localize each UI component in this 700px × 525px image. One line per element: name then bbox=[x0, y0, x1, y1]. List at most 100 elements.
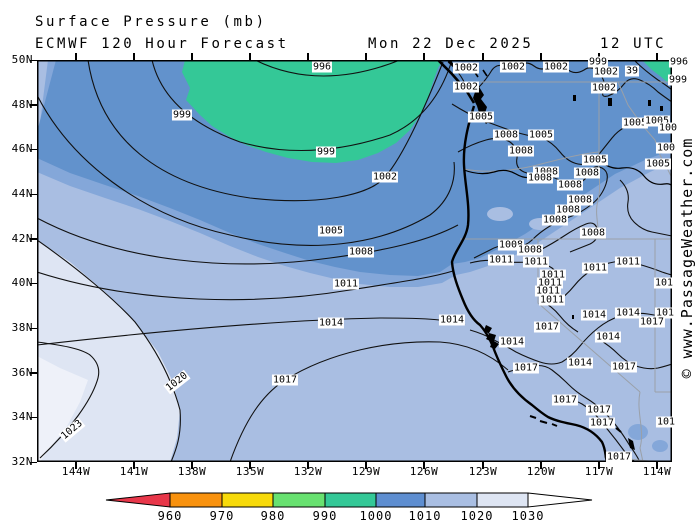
colorbar-band bbox=[424, 492, 478, 508]
colorbar bbox=[105, 492, 593, 508]
contour-label: 1014 bbox=[438, 314, 466, 326]
lat-tick bbox=[30, 238, 37, 240]
contour-label: 1011 bbox=[522, 256, 550, 268]
colorbar-value: 1020 bbox=[460, 509, 494, 523]
contour-label: 1017 bbox=[638, 316, 666, 328]
contour-label: 1014 bbox=[594, 331, 622, 343]
colorbar-band bbox=[476, 492, 529, 508]
lon-tick bbox=[482, 462, 484, 469]
lon-tick bbox=[191, 462, 193, 469]
colorbar-value: 980 bbox=[260, 509, 286, 523]
colorbar-band bbox=[169, 492, 223, 508]
contour-label: 1002 bbox=[592, 66, 620, 78]
lon-tick bbox=[598, 462, 600, 469]
map-border bbox=[37, 60, 672, 462]
contour-label: 996 bbox=[668, 56, 690, 68]
lat-label: 36N bbox=[11, 365, 33, 379]
lat-tick bbox=[30, 327, 37, 329]
lon-tick bbox=[249, 462, 251, 469]
forecast-model: ECMWF 120 Hour Forecast bbox=[35, 36, 289, 52]
contour-label: 1002 bbox=[590, 82, 618, 94]
contour-label: 1005 bbox=[581, 154, 609, 166]
colorbar-arrow-left bbox=[105, 492, 171, 508]
contour-label: 1008 bbox=[573, 167, 601, 179]
contour-label: 996 bbox=[311, 61, 333, 73]
lon-tick bbox=[540, 53, 542, 60]
contour-label: 1008 bbox=[556, 179, 584, 191]
contour-label: 1017 bbox=[588, 417, 616, 429]
contour-label: 39 bbox=[624, 65, 640, 77]
contour-label: 999 bbox=[171, 109, 193, 121]
contour-label: 1017 bbox=[610, 361, 638, 373]
forecast-date: Mon 22 Dec 2025 bbox=[368, 36, 534, 52]
contour-label: 101 bbox=[654, 307, 676, 319]
contour-label: 1017 bbox=[271, 374, 299, 386]
lat-tick bbox=[30, 193, 37, 195]
colorbar-band bbox=[272, 492, 326, 508]
lon-tick bbox=[307, 462, 309, 469]
contour-label: 1017 bbox=[512, 362, 540, 374]
contour-label: 1014 bbox=[614, 307, 642, 319]
contour-label: 1002 bbox=[371, 171, 399, 183]
contour-label: 1005 bbox=[527, 129, 555, 141]
contour-label: 1008 bbox=[507, 145, 535, 157]
lon-tick bbox=[423, 462, 425, 469]
lon-tick bbox=[656, 462, 658, 469]
contour-label: 1002 bbox=[499, 61, 527, 73]
contour-label: 1014 bbox=[317, 317, 345, 329]
colorbar-value: 960 bbox=[157, 509, 183, 523]
contour-label: 999 bbox=[667, 74, 689, 86]
contour-label: 1014 bbox=[566, 357, 594, 369]
contour-label: 1014 bbox=[498, 336, 526, 348]
lon-tick bbox=[540, 462, 542, 469]
contour-label: 1008 bbox=[566, 194, 594, 206]
colorbar-band bbox=[221, 492, 274, 508]
lon-label: 123W bbox=[468, 465, 498, 478]
lon-tick bbox=[656, 53, 658, 60]
lon-label: 138W bbox=[177, 465, 207, 478]
contour-label: 1011 bbox=[332, 278, 360, 290]
lat-tick bbox=[30, 104, 37, 106]
contour-label: 1017 bbox=[533, 321, 561, 333]
lat-label: 38N bbox=[11, 321, 33, 334]
lat-tick bbox=[30, 282, 37, 285]
lon-label: 141W bbox=[119, 465, 149, 478]
lat-tick bbox=[30, 461, 37, 463]
contour-label: 100 bbox=[655, 142, 677, 154]
contour-label: 1008 bbox=[532, 166, 560, 178]
contour-label: 1002 bbox=[452, 81, 480, 93]
colorbar-band bbox=[375, 492, 426, 508]
colorbar-value: 1030 bbox=[511, 509, 545, 523]
colorbar-value: 1010 bbox=[408, 509, 442, 523]
contour-label: 1005 bbox=[643, 115, 671, 127]
lat-tick bbox=[30, 148, 37, 151]
lon-tick bbox=[133, 462, 135, 469]
lon-tick bbox=[365, 53, 367, 60]
lon-tick bbox=[365, 462, 367, 469]
lon-tick bbox=[423, 53, 425, 60]
colorbar-value: 970 bbox=[209, 509, 235, 523]
contour-label: 1008 bbox=[516, 244, 544, 256]
colorbar-band bbox=[324, 492, 377, 508]
lon-tick bbox=[307, 53, 309, 60]
lon-label: 135W bbox=[235, 465, 265, 478]
lon-tick bbox=[249, 53, 251, 60]
contour-label: 101 bbox=[655, 416, 677, 428]
lat-tick bbox=[30, 372, 37, 374]
lon-tick bbox=[482, 53, 484, 60]
contour-label: 1017 bbox=[605, 451, 633, 463]
contour-label: 1017 bbox=[585, 404, 613, 416]
contour-label: 100 bbox=[657, 122, 679, 134]
lon-label: 144W bbox=[61, 465, 91, 478]
colorbar-value: 990 bbox=[312, 509, 338, 523]
contour-label: 1014 bbox=[580, 309, 608, 321]
lat-label: 34N bbox=[11, 410, 33, 424]
contour-label: 1002 bbox=[542, 61, 570, 73]
lat-label: 42N bbox=[11, 231, 33, 245]
lat-label: 44N bbox=[11, 187, 33, 200]
lat-label: 48N bbox=[11, 97, 33, 111]
lon-label: 120W bbox=[526, 465, 556, 478]
lon-label: 126W bbox=[409, 465, 439, 478]
contour-label: 1011 bbox=[538, 294, 566, 306]
lon-tick bbox=[133, 53, 135, 60]
